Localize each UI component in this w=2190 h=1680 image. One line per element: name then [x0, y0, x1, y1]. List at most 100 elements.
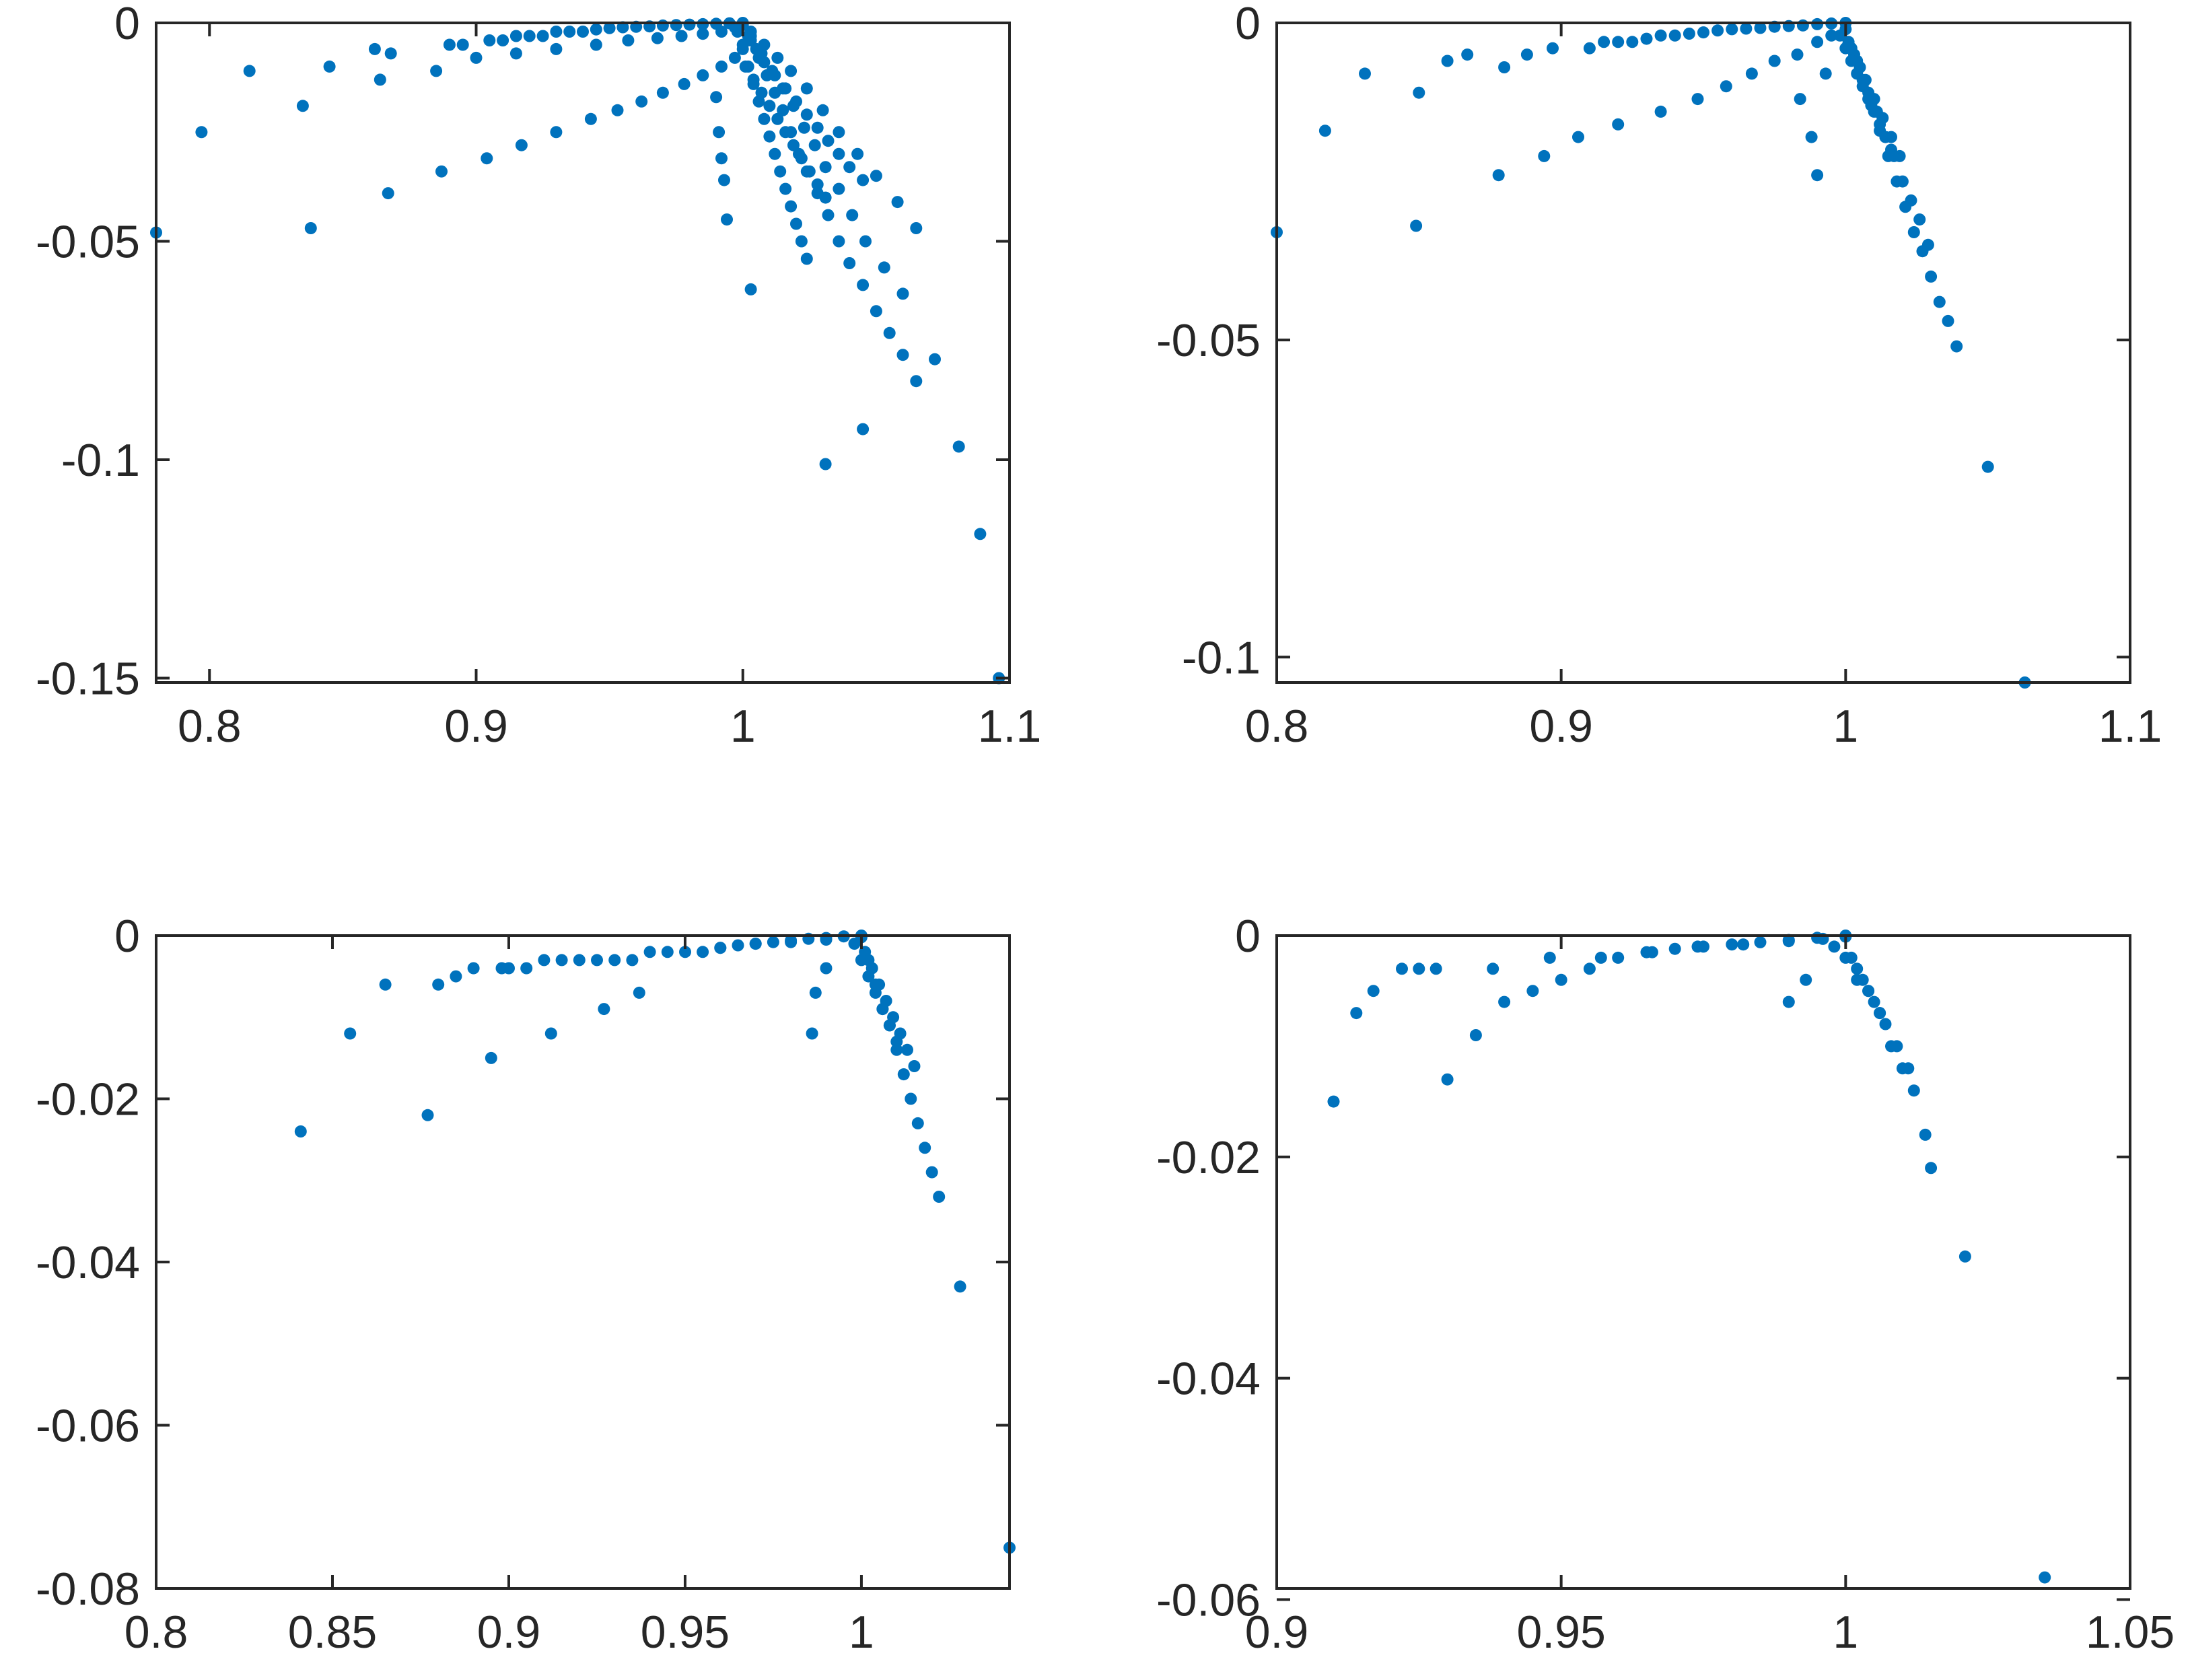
data-point	[731, 26, 744, 38]
data-point	[651, 32, 664, 44]
data-point	[1691, 940, 1704, 953]
data-point	[656, 19, 669, 32]
data-point	[421, 1109, 434, 1121]
data-point	[1839, 951, 1852, 964]
data-point	[374, 73, 386, 86]
data-point	[1520, 48, 1533, 61]
data-point	[1905, 194, 1917, 207]
y-tick-label: -0.08	[36, 1564, 140, 1615]
data-point	[714, 942, 727, 954]
data-point	[1862, 985, 1875, 998]
data-point	[1913, 213, 1926, 226]
data-point	[2039, 1571, 2051, 1584]
data-point	[1754, 936, 1767, 948]
data-point	[643, 946, 656, 958]
data-point	[1896, 175, 1909, 188]
data-point	[1862, 93, 1875, 106]
axes-box	[1275, 934, 2131, 1590]
data-point	[590, 23, 602, 36]
data-point	[822, 135, 835, 147]
x-tick-label: 0.95	[641, 1607, 730, 1658]
data-point	[890, 1035, 903, 1048]
plot-panel-bottom-left: 0.8 0.85 0.9 0.95 1 0 -0.02 -0.04 -0.06 -0.08	[36, 911, 1016, 1658]
data-point	[742, 30, 754, 42]
data-point	[1805, 131, 1818, 143]
data-point	[908, 1060, 921, 1072]
data-point	[1800, 973, 1812, 986]
data-point	[679, 946, 691, 958]
data-point	[1879, 1018, 1892, 1030]
data-point	[878, 261, 890, 274]
x-tick-label: 1.05	[2086, 1607, 2175, 1658]
data-point	[790, 95, 802, 108]
data-point	[1583, 963, 1596, 975]
data-point	[1492, 169, 1505, 182]
data-point	[1879, 131, 1892, 143]
data-point	[1668, 942, 1681, 955]
data-point	[771, 112, 784, 125]
data-point	[1572, 131, 1584, 143]
data-point	[1845, 55, 1858, 67]
data-point	[1958, 1250, 1971, 1263]
data-point	[857, 174, 870, 186]
data-point	[1925, 1162, 1938, 1175]
y-tick-label: 0	[114, 911, 140, 962]
y-tick-label: -0.02	[1156, 1132, 1261, 1183]
data-point	[323, 60, 336, 73]
data-point	[1907, 226, 1920, 238]
data-point	[846, 209, 859, 221]
data-point	[697, 28, 709, 40]
data-point	[1768, 55, 1781, 67]
data-point	[368, 42, 381, 55]
data-point	[430, 65, 443, 77]
data-point	[808, 139, 821, 151]
data-point	[952, 440, 965, 453]
data-point	[1547, 42, 1559, 55]
data-point	[1885, 143, 1897, 156]
data-point	[1350, 1007, 1363, 1020]
data-point	[758, 56, 771, 69]
data-point	[1811, 36, 1824, 48]
y-tick-label: -0.05	[36, 217, 140, 268]
data-point	[509, 47, 522, 60]
data-point	[1720, 80, 1732, 93]
data-point	[635, 95, 648, 108]
data-point	[843, 257, 856, 269]
data-point	[785, 200, 798, 213]
data-point	[876, 1003, 889, 1016]
data-point	[384, 47, 397, 60]
data-point	[715, 60, 728, 73]
data-point	[470, 51, 483, 64]
data-point	[1726, 23, 1738, 36]
data-point	[550, 42, 563, 55]
data-point	[1868, 105, 1880, 118]
x-tick-label: 1.1	[978, 701, 1042, 752]
plot-panel-bottom-right: 0.9 0.95 1 1.05 0 -0.02 -0.04 -0.06	[1156, 911, 2175, 1658]
data-point	[883, 326, 896, 339]
data-point	[550, 126, 563, 139]
data-point	[1612, 118, 1625, 131]
data-point	[795, 152, 808, 165]
data-point	[1981, 460, 1994, 473]
y-tick-label: -0.04	[1156, 1354, 1261, 1405]
data-point	[1413, 963, 1425, 975]
axes-box	[155, 22, 1011, 684]
data-point	[891, 196, 904, 209]
y-tick-label: -0.04	[36, 1237, 140, 1288]
data-point	[779, 126, 792, 139]
data-point	[819, 458, 832, 470]
y-tick-label: 0	[1235, 911, 1261, 962]
data-point	[1891, 1040, 1903, 1053]
data-point	[833, 182, 845, 195]
data-point	[1626, 36, 1639, 48]
x-tick-label: 1.1	[2098, 701, 2162, 752]
data-point	[481, 152, 493, 165]
data-point	[656, 86, 669, 99]
data-point	[715, 26, 728, 38]
data-point	[538, 954, 551, 967]
data-point	[763, 130, 776, 143]
data-point	[1640, 32, 1653, 45]
x-tick-label: 0.85	[288, 1607, 377, 1658]
data-point	[857, 423, 870, 435]
data-point	[1856, 80, 1869, 93]
